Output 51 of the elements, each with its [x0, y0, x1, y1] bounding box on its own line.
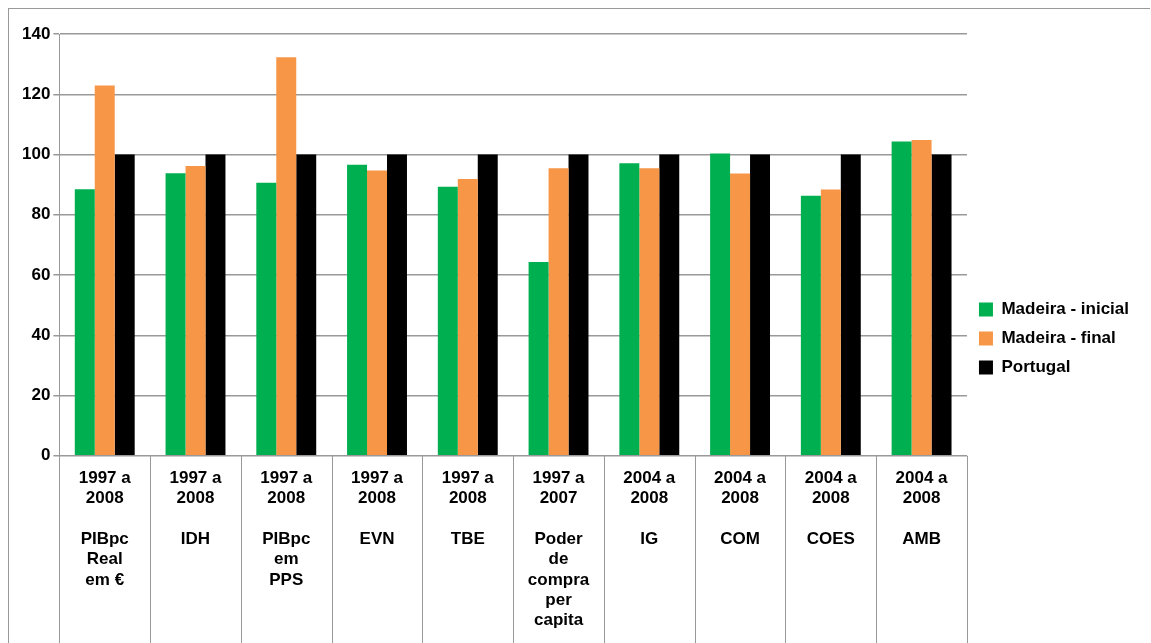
- bar: [840, 154, 861, 456]
- y-tick-label: 40: [31, 324, 51, 344]
- bar: [256, 182, 277, 456]
- bar: [165, 173, 186, 456]
- bar: [185, 165, 206, 456]
- category-label: 1997 a 2008 PIBpc Real em €: [78, 467, 131, 589]
- bar: [911, 140, 932, 456]
- legend-label: Madeira - final: [1001, 328, 1116, 348]
- bar: [457, 178, 478, 456]
- category-label: 1997 a 2008 IDH: [169, 467, 222, 548]
- legend-label: Madeira - inicial: [1001, 299, 1130, 319]
- bar: [548, 168, 569, 456]
- bar: [568, 154, 589, 456]
- bar: [477, 154, 498, 456]
- bar: [750, 154, 771, 456]
- y-tick-label: 0: [40, 445, 51, 465]
- category-label: 2004 a 2008 COES: [804, 467, 857, 548]
- category-label: 1997 a 2008 EVN: [351, 467, 404, 548]
- legend-label: Portugal: [1001, 357, 1071, 377]
- category-label: 2004 a 2008 IG: [623, 467, 676, 548]
- bar: [730, 173, 751, 456]
- bar: [94, 85, 115, 456]
- bar: [74, 189, 95, 456]
- bar: [347, 164, 368, 456]
- y-tick-label: 80: [31, 204, 51, 224]
- y-tick-label: 140: [21, 23, 51, 43]
- bar: [619, 163, 640, 456]
- bar: [528, 262, 549, 456]
- y-tick-label: 100: [21, 144, 51, 164]
- bar: [931, 154, 952, 456]
- bar: [437, 186, 458, 456]
- bar: [205, 154, 226, 456]
- bar: [387, 154, 407, 456]
- category-label: 1997 a 2008 PIBpc em PPS: [260, 467, 313, 589]
- bar: [296, 154, 317, 456]
- bar: [800, 195, 821, 456]
- bar: [276, 57, 297, 456]
- bar: [114, 154, 135, 456]
- bar: [710, 153, 731, 456]
- category-label: 1997 a 2008 TBE: [441, 467, 494, 548]
- bar: [820, 189, 841, 456]
- bar: [659, 154, 680, 456]
- category-label: 2004 a 2008 AMB: [895, 467, 948, 548]
- y-tick-label: 20: [31, 385, 51, 405]
- bar: [367, 170, 388, 456]
- y-tick-label: 60: [31, 264, 51, 284]
- category-label: 1997 a 2007 Poder de compra per capita: [527, 467, 590, 630]
- bar: [639, 168, 660, 456]
- category-label: 2004 a 2008 COM: [714, 467, 767, 548]
- y-tick-label: 120: [21, 83, 51, 103]
- bar: [891, 141, 912, 456]
